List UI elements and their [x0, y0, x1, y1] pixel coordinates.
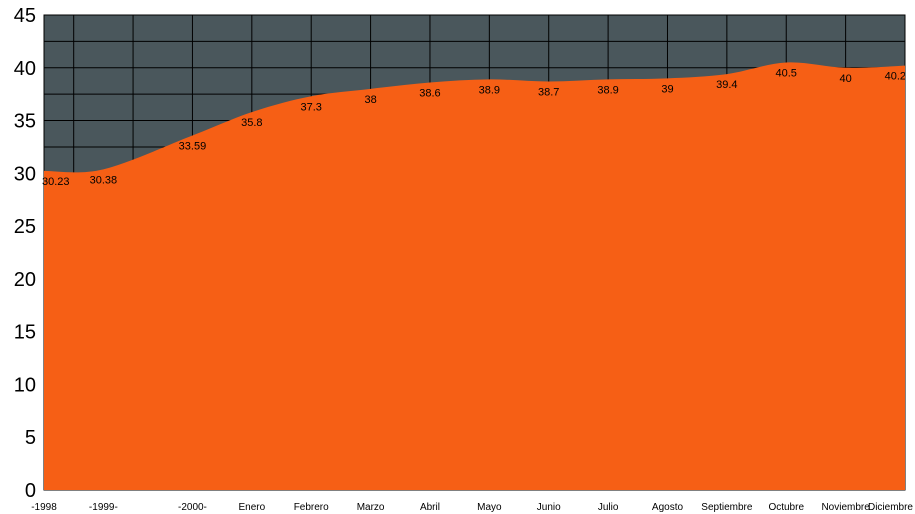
data-label: 38.9	[597, 84, 618, 96]
data-label: 30.23	[42, 176, 70, 188]
x-tick-label: Noviembre	[821, 502, 870, 513]
x-tick-label: Junio	[537, 502, 561, 513]
data-label: 38.9	[479, 84, 500, 96]
x-tick-label: Marzo	[357, 502, 385, 513]
y-tick-label: 5	[25, 427, 36, 449]
x-tick-label: Abril	[420, 502, 440, 513]
area-series	[44, 62, 905, 491]
y-tick-label: 30	[14, 163, 36, 185]
data-labels: 30.23 30.38 33.59 35.8 37.3 38 38.6 38.9 38.7 38.…	[42, 68, 906, 188]
data-label: 33.59	[179, 140, 207, 152]
data-label: 35.8	[241, 117, 262, 129]
x-tick-label: Febrero	[294, 502, 329, 513]
y-tick-label: 15	[14, 322, 36, 344]
x-tick-label: Diciembre	[868, 502, 913, 513]
x-tick-label: -2000-	[178, 502, 207, 513]
x-tick-label: Mayo	[477, 502, 502, 513]
data-label: 37.3	[300, 101, 321, 113]
data-label: 39	[661, 83, 673, 95]
y-tick-label: 40	[14, 58, 36, 80]
x-tick-label: Septiembre	[701, 502, 753, 513]
y-tick-label: 25	[14, 216, 36, 238]
x-tick-label: Julio	[598, 502, 619, 513]
x-tick-label: Enero	[238, 502, 265, 513]
data-label: 39.4	[716, 79, 737, 91]
data-label: 40	[839, 73, 851, 85]
x-tick-label: Octubre	[768, 502, 804, 513]
y-tick-label: 45	[14, 5, 36, 27]
data-label: 30.38	[90, 174, 118, 186]
x-tick-label: Agosto	[652, 502, 684, 513]
data-label: 38.6	[419, 88, 440, 100]
data-label: 38	[364, 94, 376, 106]
data-label: 40.5	[776, 68, 797, 80]
x-axis-ticks: -1998 -1999- -2000- Enero Febrero Marzo Abril M…	[31, 502, 913, 513]
y-axis-ticks: 0 5 10 15 20 25 30 35 40 45	[14, 5, 36, 502]
data-label: 38.7	[538, 87, 559, 99]
x-tick-label: -1999-	[89, 502, 118, 513]
y-tick-label: 20	[14, 269, 36, 291]
data-label: 40.2	[885, 71, 906, 83]
y-tick-label: 10	[14, 374, 36, 396]
y-tick-label: 0	[25, 480, 36, 502]
y-tick-label: 35	[14, 111, 36, 133]
x-tick-label: -1998	[31, 502, 57, 513]
